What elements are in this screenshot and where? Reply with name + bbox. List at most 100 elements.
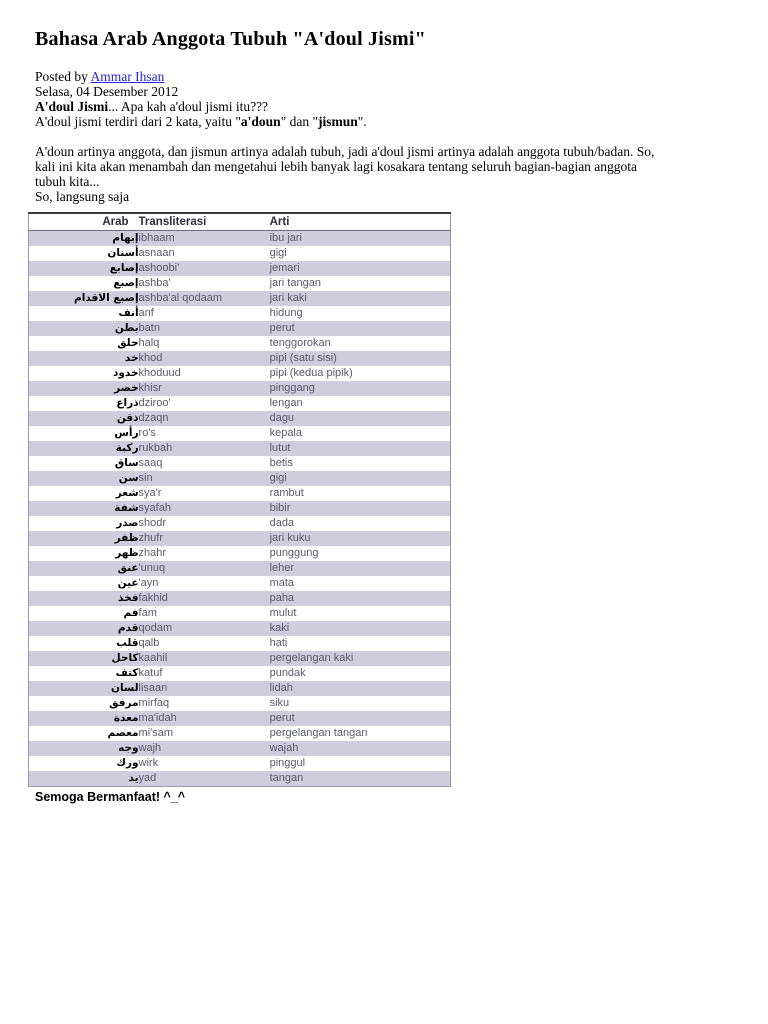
transliterasi-cell: ibhaam	[138, 232, 175, 244]
arab-cell: ذراع	[116, 397, 139, 409]
arab-cell: صدر	[116, 517, 139, 529]
arab-cell: بطن	[114, 322, 139, 334]
paragraph-line: A'doun artinya anggota, dan jismun artin…	[35, 144, 655, 159]
arti-cell: jari tangan	[269, 277, 321, 289]
arti-cell: rambut	[269, 487, 304, 499]
table-row: حلق halq tenggorokan	[29, 336, 451, 351]
author-link[interactable]: Ammar Ihsan	[90, 69, 165, 84]
arti-cell: tenggorokan	[269, 337, 331, 349]
arab-cell: خدود	[112, 367, 139, 379]
table-row: رأس ro's kepala	[29, 426, 451, 441]
intro-line-1: A'doul Jismi... Apa kah a'doul jismi itu…	[35, 99, 735, 114]
arab-cell: أنف	[118, 307, 139, 319]
arti-cell: dagu	[269, 412, 295, 424]
table-row: قلب qalb hati	[29, 636, 451, 651]
table-row: خدود khoduud pipi (kedua pipik)	[29, 366, 451, 381]
arti-cell: ibu jari	[269, 232, 302, 244]
transliterasi-cell: rukbah	[138, 442, 173, 454]
arab-cell: ساق	[114, 457, 139, 469]
transliterasi-cell: ashba'	[138, 277, 171, 289]
arab-cell: ظهر	[115, 547, 139, 559]
text-segment: a'doun	[240, 114, 281, 129]
table-row: صدر shodr dada	[29, 516, 451, 531]
transliterasi-cell: qodam	[138, 622, 173, 634]
arab-cell: معدة	[113, 712, 139, 724]
arti-cell: wajah	[269, 742, 299, 754]
table-row: عنق 'unuq leher	[28, 561, 451, 576]
table-row: معدة ma'idah perut	[28, 711, 451, 726]
text-segment: ... Apa kah a'doul jismi itu???	[108, 99, 269, 114]
arab-cell: كاحل	[111, 652, 139, 664]
arti-cell: betis	[269, 457, 293, 469]
transliterasi-cell: mirfaq	[138, 697, 170, 709]
arti-cell: tangan	[269, 772, 304, 784]
transliterasi-cell: mi'sam	[138, 727, 174, 739]
transliterasi-cell: khoduud	[138, 367, 181, 379]
paragraph-line: tubuh kita...	[35, 174, 100, 189]
date-line: Selasa, 04 Desember 2012	[35, 84, 179, 99]
header-arti: Arti	[269, 212, 451, 231]
arti-cell: pergelangan kaki	[269, 652, 354, 664]
arti-cell: lutut	[269, 442, 291, 454]
intro-line-2: A'doul jismi terdiri dari 2 kata, yaitu …	[35, 114, 735, 129]
table-row: ظفر zhufr jari kuku	[28, 531, 451, 546]
arab-cell: إصبع	[113, 277, 139, 289]
arti-cell: pipi (satu sisi)	[269, 352, 337, 364]
body-paragraph: A'doun artinya anggota, dan jismun artin…	[35, 144, 735, 189]
table-row: ورك wirk pinggul	[29, 756, 451, 771]
transliterasi-cell: syafah	[138, 502, 171, 514]
arti-cell: kaki	[269, 622, 290, 634]
transliterasi-cell: zhahr	[138, 547, 167, 559]
arab-cell: كتف	[115, 667, 139, 679]
table-row: كتف katuf pundak	[29, 666, 451, 681]
arab-cell: ورك	[116, 757, 139, 769]
transliterasi-cell: ma'idah	[138, 712, 177, 724]
arab-cell: أسنان	[107, 247, 139, 259]
arti-cell: gigi	[269, 472, 287, 484]
table-row: خصر khisr pinggang	[28, 381, 451, 396]
arti-cell: mulut	[269, 607, 297, 619]
arab-cell: معصم	[107, 727, 139, 739]
arab-cell: إبهام	[112, 232, 139, 244]
arti-cell: paha	[269, 592, 295, 604]
closing-line: So, langsung saja	[35, 189, 130, 204]
table-row: إصبع ashba' jari tangan	[29, 276, 451, 291]
transliterasi-cell: khod	[138, 352, 163, 364]
arab-cell: قلب	[116, 637, 139, 649]
table-row: أنف anf hidung	[29, 306, 451, 321]
arti-cell: bibir	[269, 502, 291, 514]
text-segment: A'doul jismi terdiri dari 2 kata, yaitu …	[35, 114, 241, 129]
table-row: ظهر zhahr punggung	[29, 546, 451, 561]
transliterasi-cell: dziroo'	[138, 397, 171, 409]
arab-cell: ظفر	[114, 532, 139, 544]
table-body: إبهام ibhaam ibu jari أسنان asnaan gigi …	[28, 230, 451, 787]
text-segment: Posted by	[35, 69, 91, 84]
arti-cell: perut	[269, 712, 295, 724]
arti-cell: jari kuku	[269, 532, 311, 544]
arti-cell: hati	[269, 637, 288, 649]
transliterasi-cell: zhufr	[138, 532, 164, 544]
arti-cell: lengan	[269, 397, 303, 409]
transliterasi-cell: anf	[138, 307, 154, 319]
table-row: ساق saaq betis	[29, 456, 451, 471]
arab-cell: يد	[128, 772, 139, 784]
arti-cell: pinggang	[269, 382, 315, 394]
arab-cell: لسان	[111, 682, 139, 694]
header-transliterasi: Transliterasi	[138, 212, 270, 231]
text-segment: ".	[357, 114, 367, 129]
table-row: فم fam mulut	[29, 606, 451, 621]
transliterasi-cell: shodr	[138, 517, 167, 529]
table-row: سن sin gigi	[28, 471, 451, 486]
vocabulary-table: Arab Transliterasi Arti إبهام ibhaam ibu…	[28, 212, 451, 787]
transliterasi-cell: lisaan	[138, 682, 168, 694]
table-row: شعر sya'r rambut	[29, 486, 451, 501]
table-row: شفة syafah bibir	[28, 501, 451, 516]
arab-cell: إصابع	[109, 262, 139, 274]
arab-cell: رأس	[114, 427, 139, 439]
arab-cell: خصر	[114, 382, 139, 394]
header-arab: Arab	[28, 212, 139, 231]
arab-cell: ذقن	[116, 412, 139, 424]
transliterasi-cell: wajh	[138, 742, 162, 754]
arab-cell: قدم	[117, 622, 139, 634]
table-row: إصبع الاقدام ashba'al qodaam jari kaki	[28, 291, 451, 306]
